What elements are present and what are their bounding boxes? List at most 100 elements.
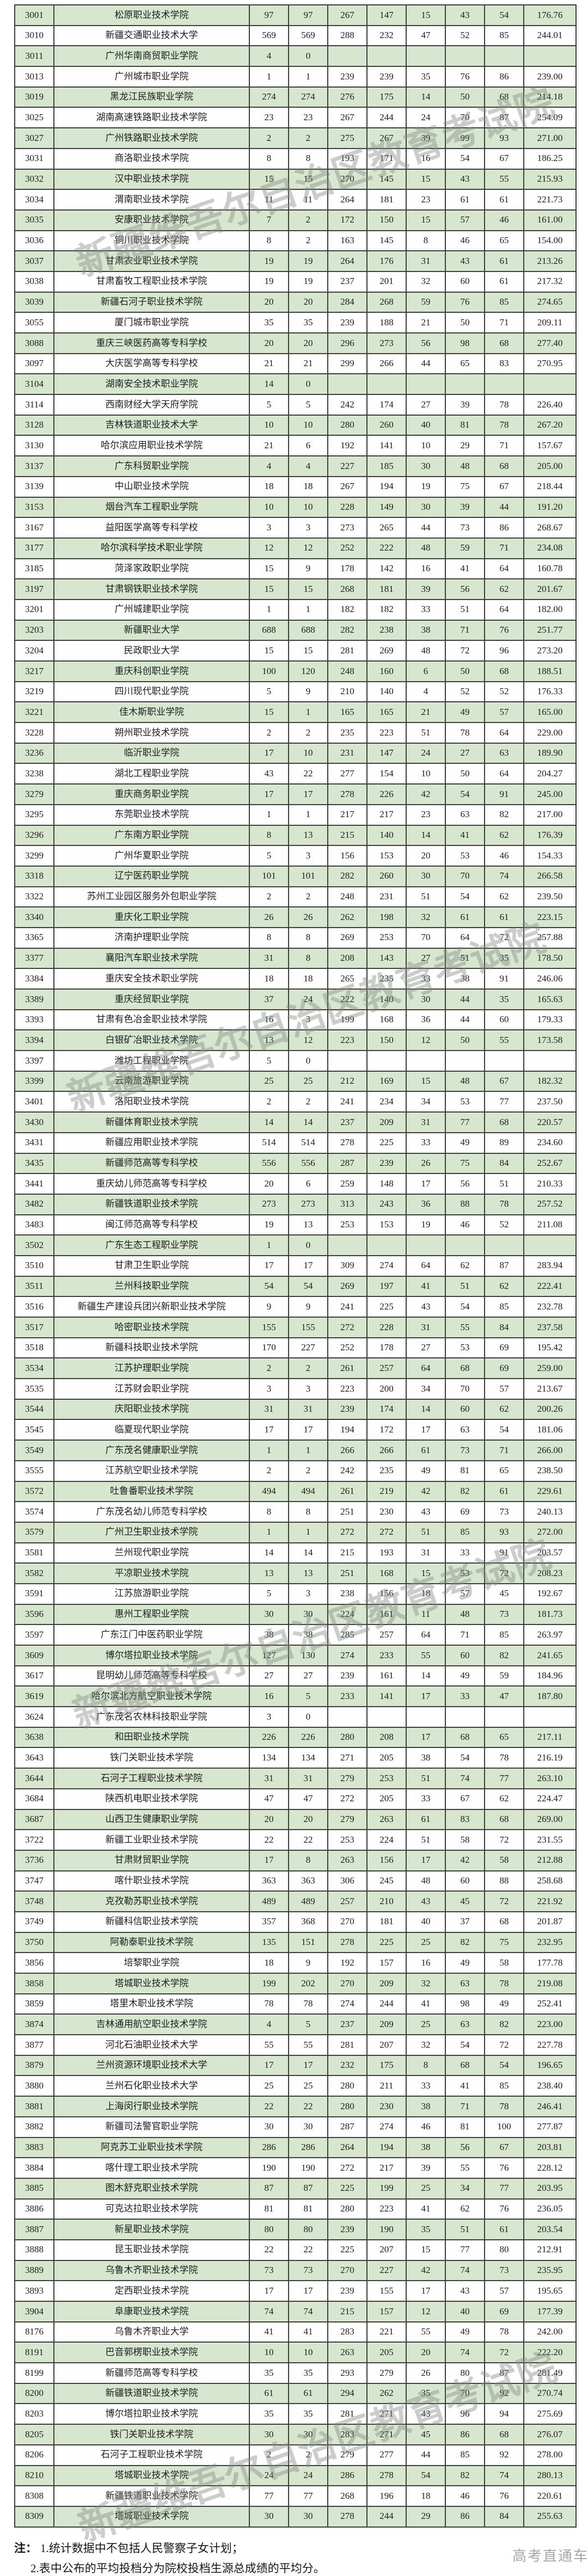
college-code: 3185 <box>14 558 54 580</box>
score-cell: 190 <box>249 2157 289 2179</box>
score-cell: 76 <box>484 2157 524 2179</box>
score-cell: 69 <box>484 2301 524 2322</box>
score-cell: 2 <box>288 886 328 908</box>
score-cell: 0 <box>288 1706 328 1728</box>
score-cell: 24 <box>288 2464 328 2487</box>
score-cell: 54 <box>445 147 485 170</box>
score-cell: 260 <box>366 414 407 436</box>
score-cell: 161.00 <box>523 209 577 231</box>
score-cell: 63 <box>445 804 485 826</box>
table-row: 8203 博尔塔拉职业技术学院 35 35 281 271 43 96 94 275.69 <box>14 2403 577 2425</box>
score-cell: 43 <box>406 1296 446 1318</box>
score-cell: 31 <box>288 1768 328 1789</box>
score-cell: 49 <box>445 1665 485 1687</box>
score-cell: 77 <box>484 1091 524 1113</box>
score-cell: 181.73 <box>523 1603 577 1626</box>
score-cell: 10 <box>406 763 446 785</box>
score-cell: 20 <box>406 845 446 867</box>
score-cell: 15 <box>249 578 289 600</box>
score-cell: 78 <box>484 414 524 436</box>
college-name: 新星职业技术学院 <box>53 2219 250 2240</box>
score-cell: 101 <box>249 865 289 887</box>
score-cell: 280 <box>327 414 367 436</box>
college-code: 3167 <box>14 517 54 539</box>
score-cell: 3 <box>288 1583 328 1605</box>
score-cell: 58 <box>445 1829 485 1851</box>
score-cell: 157 <box>366 2301 407 2322</box>
table-row: 3435 新疆师范高等专科学校 556 556 287 239 26 75 84 252.67 <box>14 1152 577 1175</box>
college-code: 3687 <box>14 1808 54 1831</box>
table-row: 3904 阜康职业技术学院 74 74 215 157 12 40 69 177.39 <box>14 2301 577 2322</box>
score-cell: 203.95 <box>523 2177 577 2200</box>
score-cell: 274 <box>327 1993 367 2015</box>
score-cell: 56 <box>445 2136 485 2159</box>
college-name: 广州城建职业学院 <box>53 598 250 621</box>
score-cell: 85 <box>484 24 524 47</box>
table-row: 3299 广州华夏职业学院 5 3 156 153 20 53 46 154.33 <box>14 845 577 867</box>
table-row: 3399 云南旅游职业学院 25 25 212 169 15 48 67 182.32 <box>14 1070 577 1092</box>
score-cell: 22 <box>249 2096 289 2117</box>
score-cell: 77 <box>445 1111 485 1133</box>
score-cell: 363 <box>249 1870 289 1892</box>
score-cell: 190 <box>366 2219 407 2240</box>
score-cell: 85 <box>484 1296 524 1318</box>
table-row: 3619 哈尔滨北方航空职业技术学院 16 5 233 141 17 33 47 187.80 <box>14 1685 577 1708</box>
score-cell: 33 <box>406 2075 446 2097</box>
score-cell: 280 <box>327 2198 367 2220</box>
score-cell: 169 <box>366 1070 407 1092</box>
score-cell: 217 <box>366 804 407 826</box>
score-cell: 280 <box>327 2096 367 2117</box>
score-cell: 31 <box>249 1398 289 1420</box>
score-cell: 239.00 <box>523 66 577 88</box>
score-cell: 10 <box>288 496 328 518</box>
score-cell: 32 <box>406 1973 446 1994</box>
table-row: 3879 兰州资源环境职业技术大学 17 17 232 175 8 68 54 196.65 <box>14 2054 577 2077</box>
score-cell: 239.50 <box>523 886 577 908</box>
college-code: 3544 <box>14 1398 54 1420</box>
college-code: 3088 <box>14 332 54 354</box>
score-cell: 221 <box>366 2321 407 2343</box>
score-cell: 264 <box>327 189 367 211</box>
score-cell: 2 <box>288 127 328 149</box>
college-name: 烟台汽车工程职业学院 <box>53 496 250 518</box>
score-cell: 40 <box>445 2301 485 2322</box>
score-cell: 237 <box>327 1111 367 1133</box>
score-cell: 57 <box>445 1583 485 1605</box>
score-cell: 272 <box>327 2157 367 2179</box>
college-code: 3893 <box>14 2280 54 2302</box>
table-row: 3750 阿勒泰职业技术学院 135 151 278 225 25 82 75 232.95 <box>14 1931 577 1954</box>
score-cell: 1 <box>288 1521 328 1543</box>
score-cell: 5 <box>288 2013 328 2036</box>
score-cell: 31 <box>406 1111 446 1133</box>
table-row: 3027 广州铁路职业技术学院 2 2 275 267 39 99 93 271.00 <box>14 127 577 149</box>
score-cell: 87 <box>288 2177 328 2200</box>
college-code: 8308 <box>14 2485 54 2507</box>
college-name: 塔城职业技术学院 <box>53 2464 250 2487</box>
score-cell: 172 <box>366 1419 407 1441</box>
score-cell: 74 <box>484 865 524 887</box>
score-cell: 265 <box>327 968 367 990</box>
college-name: 襄阳汽车职业技术学院 <box>53 947 250 969</box>
score-cell: 277 <box>327 763 367 785</box>
score-cell: 27 <box>249 1665 289 1687</box>
score-cell: 63 <box>445 1419 485 1441</box>
score-cell: 222.20 <box>523 2342 577 2364</box>
score-cell: 239 <box>327 1665 367 1687</box>
score-cell: 237.50 <box>523 1091 577 1113</box>
table-row: 3482 新疆铁道职业技术学院 273 273 313 243 36 88 78 257.52 <box>14 1193 577 1215</box>
score-cell: 227 <box>327 455 367 477</box>
score-cell: 234.60 <box>523 1132 577 1154</box>
score-cell: 226 <box>249 1726 289 1749</box>
score-cell: 5 <box>249 1583 289 1605</box>
score-cell: 51 <box>445 598 485 621</box>
college-code: 3104 <box>14 373 54 396</box>
score-cell: 200 <box>366 1378 407 1400</box>
score-cell: 23 <box>406 804 446 826</box>
score-cell: 30 <box>249 2424 289 2445</box>
table-row: 3010 新疆交通职业技术大学 569 569 288 232 47 52 85 244.01 <box>14 24 577 47</box>
score-cell: 27 <box>406 1337 446 1359</box>
score-cell: 35 <box>484 947 524 969</box>
college-code: 3025 <box>14 107 54 129</box>
table-row: 3114 西南财经大学天府学院 5 5 242 174 27 39 78 226.40 <box>14 394 577 416</box>
score-cell: 252 <box>327 537 367 559</box>
